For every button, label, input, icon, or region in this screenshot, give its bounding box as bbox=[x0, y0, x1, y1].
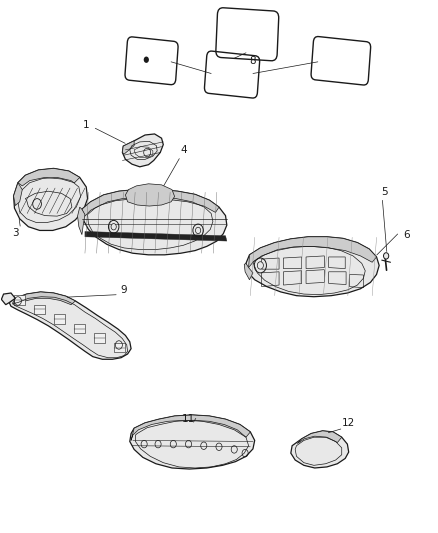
Polygon shape bbox=[122, 134, 163, 167]
Polygon shape bbox=[78, 207, 85, 235]
Polygon shape bbox=[14, 295, 25, 305]
Polygon shape bbox=[246, 237, 379, 297]
Polygon shape bbox=[82, 190, 227, 255]
Polygon shape bbox=[1, 293, 15, 305]
Polygon shape bbox=[94, 333, 105, 343]
Polygon shape bbox=[34, 305, 45, 314]
Polygon shape bbox=[14, 183, 22, 206]
Polygon shape bbox=[249, 237, 377, 268]
Circle shape bbox=[257, 262, 263, 269]
Circle shape bbox=[111, 223, 116, 230]
Polygon shape bbox=[244, 263, 253, 280]
Text: 4: 4 bbox=[181, 145, 187, 155]
Polygon shape bbox=[114, 343, 125, 352]
Circle shape bbox=[384, 253, 389, 259]
Circle shape bbox=[144, 56, 149, 63]
Polygon shape bbox=[14, 168, 88, 230]
Text: 6: 6 bbox=[403, 230, 410, 240]
Polygon shape bbox=[291, 431, 349, 468]
Text: 11: 11 bbox=[182, 414, 195, 424]
Polygon shape bbox=[18, 168, 80, 186]
Polygon shape bbox=[85, 231, 227, 241]
Polygon shape bbox=[297, 431, 342, 443]
Polygon shape bbox=[82, 190, 219, 216]
Text: 1: 1 bbox=[83, 120, 89, 131]
Polygon shape bbox=[130, 415, 254, 469]
Circle shape bbox=[195, 227, 201, 233]
Text: 8: 8 bbox=[249, 56, 255, 66]
Text: 9: 9 bbox=[120, 285, 127, 295]
Text: 5: 5 bbox=[381, 187, 388, 197]
Text: 3: 3 bbox=[12, 228, 19, 238]
Polygon shape bbox=[122, 141, 134, 154]
Polygon shape bbox=[13, 292, 75, 305]
Polygon shape bbox=[74, 324, 85, 333]
Polygon shape bbox=[54, 314, 65, 324]
Text: 12: 12 bbox=[342, 418, 355, 428]
Polygon shape bbox=[131, 415, 251, 440]
Polygon shape bbox=[9, 292, 131, 359]
Polygon shape bbox=[125, 184, 175, 206]
